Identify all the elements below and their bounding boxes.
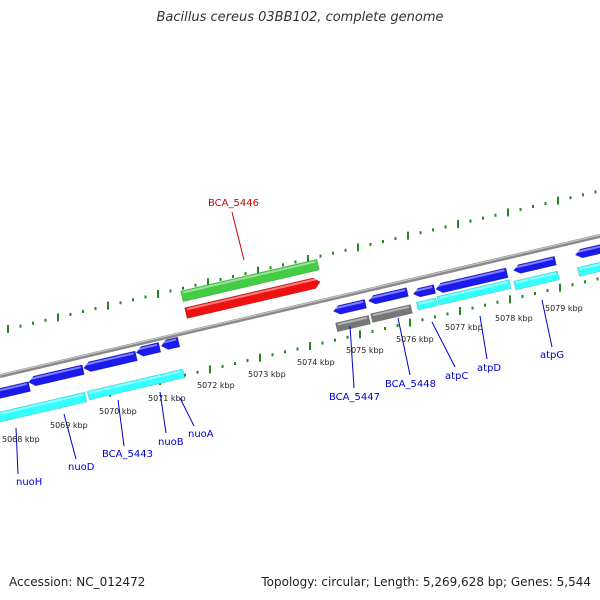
- leader-line-atpG: [541, 299, 553, 348]
- ruler-label: 5068 kbp: [2, 435, 40, 444]
- ruler-label: 5071 kbp: [148, 394, 186, 403]
- genome-info: Topology: circular; Length: 5,269,628 bp…: [261, 575, 591, 589]
- gene-cds-cyan-6: [577, 260, 600, 277]
- ruler-label: 5078 kbp: [495, 314, 533, 323]
- gene-label-atpG: atpG: [540, 350, 564, 361]
- gene-arrow-bca5448: [368, 287, 409, 305]
- ruler-label: 5079 kbp: [545, 304, 583, 313]
- gene-label-bca5443: BCA_5443: [102, 449, 153, 460]
- gene-label-nuoA: nuoA: [188, 429, 214, 440]
- backbone: [0, 234, 600, 378]
- gene-arrow-atpC: [412, 284, 437, 298]
- ruler-label: 5075 kbp: [346, 346, 384, 355]
- gene-cds-cyan-1: [0, 391, 88, 425]
- upper-tick-track: [7, 190, 597, 333]
- ruler-label: 5070 kbp: [99, 407, 137, 416]
- leader-line-bca5443: [117, 399, 125, 447]
- gene-arrow-nuoA: [160, 336, 181, 350]
- leader-line-atpC: [431, 321, 456, 368]
- gene-label-bca5446: BCA_5446: [208, 198, 259, 209]
- gene-arrow-atpD: [435, 267, 509, 294]
- gene-arrow-atpG: [513, 255, 557, 274]
- gene-arrow-nuoB: [135, 342, 162, 357]
- gene-label-bca5448: BCA_5448: [385, 379, 436, 390]
- gene-bca5446-red: [184, 277, 321, 319]
- ruler-label: 5069 kbp: [50, 421, 88, 430]
- leader-line-nuoH: [15, 427, 19, 475]
- gene-arrow-nuoD: [28, 364, 85, 387]
- lower-tick-track: [9, 277, 599, 420]
- leader-line-atpD: [479, 315, 488, 360]
- leader-line-nuoA: [179, 397, 195, 427]
- gene-label-bca5447: BCA_5447: [329, 392, 380, 403]
- gene-label-nuoD: nuoD: [68, 462, 95, 473]
- gene-bca5446-green: [180, 258, 320, 303]
- leader-line-bca5447: [349, 325, 355, 389]
- gene-pseudo-1: [335, 314, 371, 333]
- ruler-label: 5073 kbp: [248, 370, 286, 379]
- leader-line-nuoD: [63, 413, 77, 460]
- ruler-label: 5076 kbp: [396, 335, 434, 344]
- gene-arrow-right-edge: [574, 243, 600, 259]
- gene-arrow-bca5447: [333, 299, 367, 315]
- leader-line-nuoB: [159, 391, 167, 434]
- gene-cds-cyan-3: [416, 297, 438, 311]
- gene-label-nuoB: nuoB: [158, 437, 184, 448]
- gene-label-atpD: atpD: [477, 363, 501, 374]
- gene-cds-cyan-4: [436, 279, 512, 306]
- gene-label-atpC: atpC: [445, 371, 468, 382]
- map-title: Bacillus cereus 03BB102, complete genome: [156, 10, 444, 25]
- leader-line-bca5448: [397, 317, 411, 376]
- gene-label-nuoH: nuoH: [16, 477, 42, 488]
- gene-arrow-bca5443: [83, 350, 138, 372]
- accession-label: Accession: NC_012472: [9, 575, 146, 589]
- gene-arrow-nuoH: [0, 381, 31, 400]
- leader-line-bca5446: [231, 211, 245, 261]
- gene-pseudo-2: [370, 304, 413, 323]
- ruler-label: 5072 kbp: [197, 381, 235, 390]
- ruler-label: 5074 kbp: [297, 358, 335, 367]
- gene-cds-cyan-2: [86, 368, 186, 401]
- ruler-label: 5077 kbp: [445, 323, 483, 332]
- gene-cds-cyan-5: [513, 270, 560, 291]
